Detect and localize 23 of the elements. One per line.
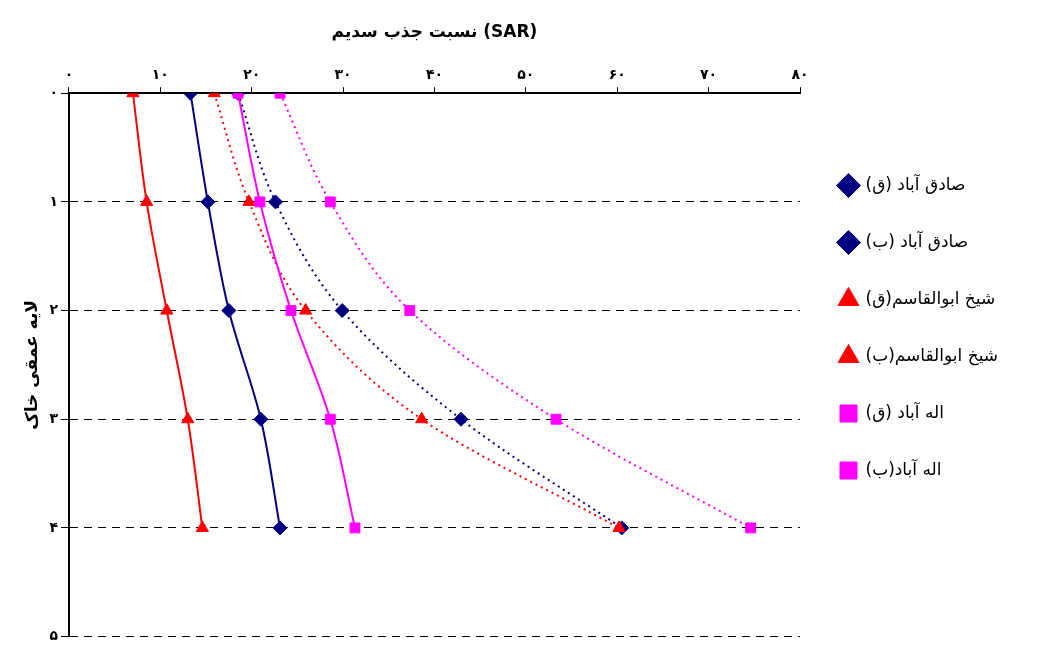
x-tick-label: ۷۰ bbox=[700, 66, 718, 83]
legend-label: اله آباد (ق) bbox=[865, 400, 944, 422]
legend-label: صادق آباد (ق) bbox=[865, 172, 966, 194]
x-tick-label: ۳۰ bbox=[334, 66, 352, 83]
y-tick-label: ۰ bbox=[49, 83, 58, 100]
x-axis-title: نسبت جذب سدیم (SAR) bbox=[331, 20, 538, 41]
y-tick-label: ۴ bbox=[49, 518, 59, 535]
y-tick-label: ۳ bbox=[49, 409, 59, 426]
legend-label: شیخ ابوالقاسم(ق) bbox=[865, 287, 996, 309]
x-tick-label: ۸۰ bbox=[791, 66, 809, 83]
x-tick-label: ۰ bbox=[64, 66, 74, 83]
y-tick-label: ۲ bbox=[49, 301, 59, 318]
legend-label: شیخ ابوالقاسم(ب) bbox=[865, 344, 998, 366]
x-tick-label: ۴۰ bbox=[425, 66, 444, 83]
y-tick-label: ۵ bbox=[49, 627, 59, 644]
legend-label: اله آباد(ب) bbox=[865, 457, 942, 479]
x-tick-label: ۲۰ bbox=[243, 66, 261, 83]
x-tick-label: ۶۰ bbox=[608, 66, 626, 83]
y-axis-title: لایه عمقی خاک bbox=[20, 300, 41, 430]
x-tick-label: ۵۰ bbox=[517, 66, 535, 83]
x-tick-label: ۱۰ bbox=[151, 66, 169, 83]
y-tick-label: ۱ bbox=[49, 192, 58, 209]
legend-label: صادق آباد (ب) bbox=[865, 229, 969, 251]
